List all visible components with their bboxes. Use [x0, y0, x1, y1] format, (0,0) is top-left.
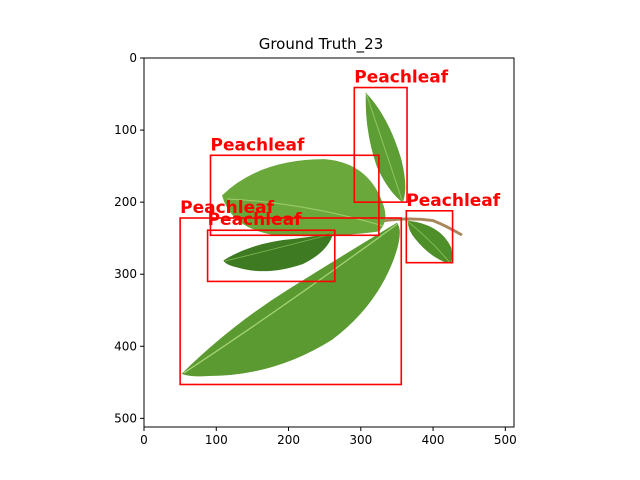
bounding-box [353, 86, 408, 203]
y-axis-ticks: 0 100 200 300 400 500 [114, 51, 144, 425]
bounding-boxes: PeachleafPeachleafPeachleafPeachleafPeac… [179, 68, 501, 386]
y-tick-label: 400 [114, 339, 137, 353]
x-tick-label: 100 [205, 433, 228, 447]
x-tick-label: 0 [140, 433, 148, 447]
x-tick-label: 200 [277, 433, 300, 447]
bounding-box-label: Peachleaf [406, 191, 500, 211]
x-tick-label: 300 [349, 433, 372, 447]
y-tick-label: 300 [114, 267, 137, 281]
plot-area: PeachleafPeachleafPeachleafPeachleafPeac… [143, 57, 515, 428]
bounding-box-label: Peachleaf [208, 210, 302, 230]
leaf-right-vein [407, 220, 451, 263]
leaf-broad-vein [227, 198, 383, 227]
bounding-box-label: Peachleaf [180, 198, 274, 218]
axes-frame [143, 57, 515, 428]
bounding-box [405, 209, 454, 264]
chart-title: Ground Truth_23 [259, 35, 384, 54]
leaf-small [223, 232, 334, 272]
y-tick-label: 500 [114, 411, 137, 425]
leaf-broad [222, 159, 386, 237]
bounding-box [209, 154, 380, 237]
bounding-box-label: Peachleaf [210, 135, 304, 155]
x-tick-label: 500 [494, 433, 517, 447]
peach-leaf-image [181, 92, 463, 377]
y-tick-label: 0 [129, 51, 137, 65]
x-axis-ticks: 0 100 200 300 400 500 [140, 427, 517, 447]
leaf-small-vein [224, 233, 334, 262]
bounding-box [206, 229, 336, 283]
y-tick-label: 200 [114, 195, 137, 209]
x-tick-label: 400 [422, 433, 445, 447]
bounding-box [179, 217, 403, 386]
bounding-box-label: Peachleaf [354, 68, 448, 88]
y-tick-label: 100 [114, 123, 137, 137]
leaf-upper-vein [365, 92, 404, 203]
leaf-large-vein [183, 223, 398, 374]
